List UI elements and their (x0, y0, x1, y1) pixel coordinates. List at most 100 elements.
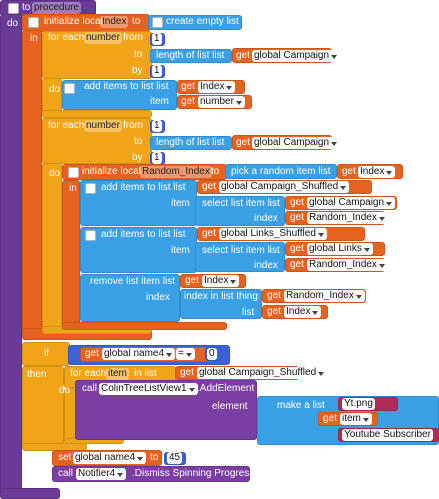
dropdown-field[interactable]: global Campaign (252, 137, 341, 149)
block-label: index (254, 260, 278, 271)
block-shape (148, 15, 242, 30)
dropdown-field[interactable]: Notifier4 (76, 468, 127, 480)
block-label: get (290, 197, 304, 208)
block-label: call (58, 468, 74, 479)
gear-icon[interactable] (85, 230, 96, 241)
block-label: get (181, 96, 195, 107)
text-field[interactable]: Youtube Subscriber (342, 429, 433, 441)
dropdown-field[interactable]: Random_Index (307, 212, 388, 224)
number-field[interactable]: 1 (152, 120, 162, 132)
name-field[interactable]: item (106, 368, 129, 380)
dropdown-field[interactable]: global Campaign (307, 197, 396, 209)
block-shape (64, 388, 76, 443)
dropdown-field[interactable]: item (340, 413, 372, 425)
block-label: remove list item list (90, 276, 176, 287)
dropdown-field[interactable]: ColinTreeListView1 (99, 383, 198, 395)
block-label: item (150, 96, 169, 107)
gear-icon[interactable] (64, 83, 75, 94)
number-field[interactable]: 1 (152, 152, 162, 164)
gear-icon[interactable] (68, 167, 79, 178)
block-label: .Dismiss Spinning Progress (132, 468, 255, 479)
block-shape (42, 31, 152, 79)
block-label: get (323, 413, 337, 424)
dropdown-field[interactable]: global Campaign_Shuffled (197, 367, 328, 379)
block-label: for each (48, 32, 85, 43)
dropdown-field[interactable]: global Campaign_Shuffled (219, 181, 350, 193)
gear-icon[interactable] (8, 3, 19, 14)
block-shape (22, 30, 42, 340)
block-shape (80, 274, 180, 322)
block-shape (0, 488, 60, 499)
block-label: length of list list (156, 50, 225, 61)
dropdown-field[interactable]: Random_Index (284, 290, 365, 302)
block-label: index (146, 292, 170, 303)
block-label: in (69, 183, 77, 194)
gear-icon[interactable] (85, 183, 96, 194)
block-label: .AddElement (197, 383, 255, 394)
block-label: then (27, 369, 47, 380)
block-label: element (212, 401, 248, 412)
block-shape (62, 80, 177, 110)
block-label: get (202, 181, 216, 192)
block-shape (80, 180, 197, 226)
dropdown-field[interactable]: Index (284, 306, 322, 318)
block-shape (22, 14, 150, 32)
block-shape (22, 342, 70, 366)
dropdown-field[interactable]: global Links (307, 243, 373, 255)
dropdown-field[interactable]: = (176, 348, 195, 360)
dropdown-field[interactable]: global Links_Shuffled (219, 228, 327, 240)
text-field[interactable]: Yt.png (342, 398, 375, 410)
dropdown-field[interactable]: number (198, 96, 245, 108)
block-label: list (242, 307, 255, 318)
number-field[interactable]: 45 (167, 452, 183, 464)
name-field[interactable]: Index (100, 16, 129, 28)
block-shape (42, 163, 62, 333)
dropdown-field[interactable]: global name4 (73, 452, 147, 464)
dropdown-field[interactable]: global name4 (102, 348, 176, 360)
block-shape (195, 242, 285, 272)
dropdown-field[interactable]: Index (358, 166, 396, 178)
block-label: index in list thing (184, 291, 258, 302)
block-label: to (134, 49, 143, 60)
block-label: pick a random item list (231, 166, 331, 177)
block-shape (62, 322, 227, 330)
block-label: get (185, 275, 199, 286)
block-label: get (236, 137, 250, 148)
dropdown-field[interactable]: Index (202, 275, 240, 287)
block-label: to (211, 166, 220, 177)
dropdown-field[interactable]: global Campaign (252, 50, 341, 62)
block-label: to (134, 136, 143, 147)
name-field[interactable]: procedure (32, 2, 82, 14)
gear-icon[interactable] (28, 17, 39, 28)
name-field[interactable]: number (84, 120, 122, 132)
dropdown-field[interactable]: Random_Index (307, 259, 388, 271)
block-label: get (236, 50, 250, 61)
number-field[interactable]: 0 (207, 348, 217, 360)
block-label: select list item list (202, 245, 280, 256)
block-shape (42, 326, 152, 334)
block-label: for each (48, 120, 85, 131)
number-field[interactable]: 1 (152, 65, 162, 77)
number-field[interactable]: 1 (152, 33, 162, 45)
gear-icon[interactable] (152, 17, 163, 28)
block-label: index (254, 213, 278, 224)
block-label: item (171, 245, 190, 256)
block-shape (62, 164, 227, 180)
block-shape (225, 164, 337, 179)
name-field[interactable]: number (84, 32, 122, 44)
block-label: set (58, 452, 72, 463)
block-shape (22, 366, 64, 446)
block-label: do (59, 385, 71, 396)
dropdown-field[interactable]: Index (198, 81, 236, 93)
block-shape (42, 118, 152, 164)
block-label: get (181, 81, 195, 92)
block-label: get (290, 259, 304, 270)
name-field[interactable]: Random_Index (140, 166, 212, 178)
block-label: get (267, 290, 281, 301)
block-shape (80, 227, 197, 273)
block-label: do (49, 168, 61, 179)
block-shape (64, 438, 124, 444)
block-shape (22, 443, 87, 451)
block-label: get (180, 367, 194, 378)
